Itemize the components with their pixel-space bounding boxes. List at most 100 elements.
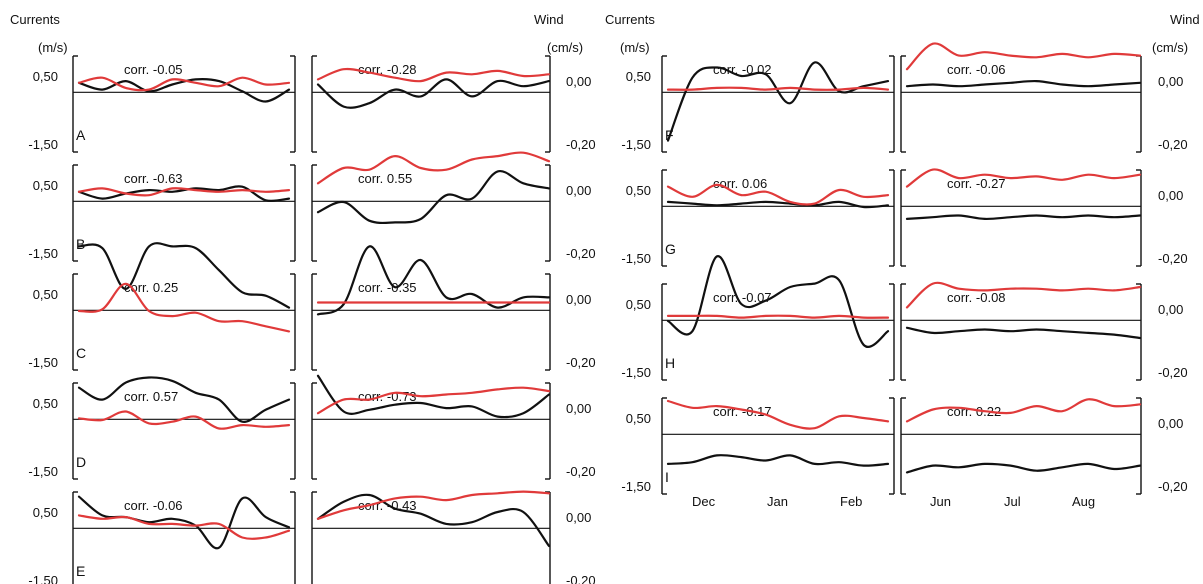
wind-series-line [77, 76, 291, 92]
currents-series-line [905, 462, 1142, 474]
correlation-label: corr. -0.07 [713, 290, 772, 305]
wind-series-line [77, 410, 291, 430]
currents-series-line [316, 245, 551, 316]
panel-letter: G [665, 241, 676, 257]
wind-series-line [905, 281, 1142, 309]
right-axis-units: (cm/s) [1152, 40, 1188, 55]
correlation-label: corr. -0.73 [358, 389, 417, 404]
panel-letter: E [76, 563, 85, 579]
left-tick-label: 0,50 [33, 287, 58, 302]
currents-series-line [905, 326, 1142, 340]
left-axis-units: (m/s) [620, 40, 650, 55]
wind-series-line [316, 67, 551, 83]
correlation-label: corr. 0.06 [713, 176, 767, 191]
left-tick-label: -1,50 [28, 464, 58, 479]
month-label: Jun [930, 494, 951, 509]
month-label: Aug [1072, 494, 1095, 509]
left-tick-label: 0,50 [33, 69, 58, 84]
left-tick-label: 0,50 [626, 411, 651, 426]
wind-series-line [666, 86, 890, 91]
currents-series-line [77, 242, 291, 309]
correlation-label: corr. -0.35 [358, 280, 417, 295]
correlation-label: corr. 0.55 [358, 171, 412, 186]
month-label: Dec [692, 494, 716, 509]
correlation-label: corr. -0.63 [124, 171, 183, 186]
panel-letter: I [665, 469, 669, 485]
currents-series-line [316, 78, 551, 109]
left-tick-label: 0,50 [626, 183, 651, 198]
currents-series-line [905, 214, 1142, 221]
right-tick-label: -0,20 [1158, 251, 1188, 266]
left-tick-label: -1,50 [28, 137, 58, 152]
wind-series-line [77, 282, 291, 333]
left-tick-label: 0,50 [626, 297, 651, 312]
wind-series-line [316, 490, 551, 520]
month-label: Jan [767, 494, 788, 509]
left-tick-label: -1,50 [28, 355, 58, 370]
currents-series-line [666, 61, 890, 142]
wind-series-line [666, 314, 890, 319]
month-label: Jul [1004, 494, 1021, 509]
currents-series-line [666, 454, 890, 467]
right-tick-label: 0,00 [1158, 74, 1183, 89]
right-tick-label: -0,20 [1158, 479, 1188, 494]
right-tick-label: 0,00 [566, 401, 591, 416]
correlation-label: corr. -0.06 [947, 62, 1006, 77]
wind-series-line [666, 399, 890, 430]
left-tick-label: -1,50 [621, 251, 651, 266]
right-tick-label: 0,00 [566, 183, 591, 198]
left-tick-label: -1,50 [621, 365, 651, 380]
left-tick-label: 0,50 [33, 505, 58, 520]
correlation-label: corr. -0.27 [947, 176, 1006, 191]
right-axis-units: (cm/s) [547, 40, 583, 55]
wind-series-line [666, 183, 890, 206]
wind-series-line [77, 514, 291, 540]
left-tick-label: 0,50 [626, 69, 651, 84]
correlation-label: corr. -0.06 [124, 498, 183, 513]
right-axis-title: Wind [1170, 12, 1200, 27]
left-tick-label: 0,50 [33, 178, 58, 193]
correlation-label: corr. 0.57 [124, 389, 178, 404]
left-tick-label: -1,50 [28, 573, 58, 584]
left-tick-label: -1,50 [621, 479, 651, 494]
left-axis-units: (m/s) [38, 40, 68, 55]
right-tick-label: -0,20 [566, 246, 596, 261]
right-tick-label: -0,20 [1158, 365, 1188, 380]
currents-series-line [666, 255, 890, 348]
right-tick-label: 0,00 [566, 292, 591, 307]
left-axis-title: Currents [10, 12, 60, 27]
correlation-label: corr. -0.02 [713, 62, 772, 77]
right-tick-label: 0,00 [566, 74, 591, 89]
panel-letter: H [665, 355, 675, 371]
right-tick-label: -0,20 [1158, 137, 1188, 152]
currents-series-line [77, 185, 291, 203]
left-tick-label: -1,50 [28, 246, 58, 261]
panel-letter: C [76, 345, 86, 361]
left-tick-label: 0,50 [33, 396, 58, 411]
right-tick-label: -0,20 [566, 137, 596, 152]
right-tick-label: 0,00 [566, 510, 591, 525]
right-tick-label: 0,00 [1158, 302, 1183, 317]
right-tick-label: -0,20 [566, 573, 596, 584]
right-tick-label: 0,00 [1158, 416, 1183, 431]
right-axis-title: Wind [534, 12, 564, 27]
currents-series-line [77, 495, 291, 550]
currents-series-line [905, 79, 1142, 88]
correlation-label: corr. -0.08 [947, 290, 1006, 305]
wind-series-line [905, 398, 1142, 423]
wind-series-line [905, 42, 1142, 71]
left-axis-title: Currents [605, 12, 655, 27]
wind-series-line [316, 386, 551, 415]
currents-series-line [316, 493, 551, 548]
wind-series-line [77, 187, 291, 197]
right-tick-label: 0,00 [1158, 188, 1183, 203]
correlation-label: corr. -0.05 [124, 62, 183, 77]
currents-series-line [316, 169, 551, 225]
panel-letter: D [76, 454, 86, 470]
correlation-label: corr. 0.25 [124, 280, 178, 295]
month-label: Feb [840, 494, 862, 509]
left-tick-label: -1,50 [621, 137, 651, 152]
correlation-label: corr. -0.28 [358, 62, 417, 77]
right-tick-label: -0,20 [566, 464, 596, 479]
